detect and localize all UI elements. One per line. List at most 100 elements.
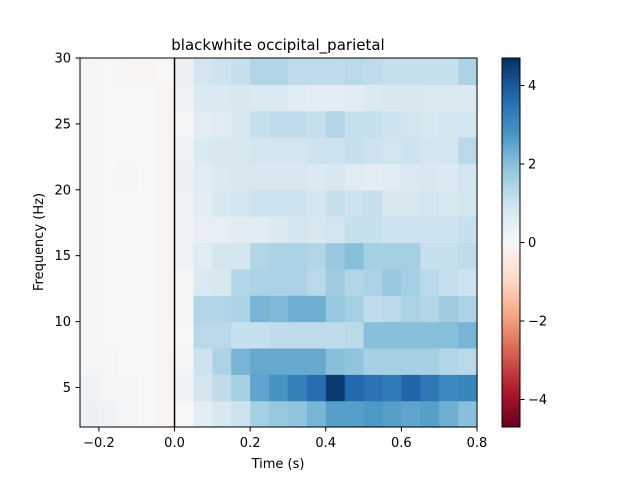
heatmap-cell	[80, 189, 100, 217]
heatmap-cell	[174, 268, 195, 296]
heatmap-cell	[269, 268, 289, 296]
heatmap-cell	[231, 347, 251, 375]
heatmap-cell	[325, 374, 346, 402]
heatmap-cell	[117, 110, 138, 138]
heatmap-cell	[193, 400, 213, 428]
heatmap-cell	[80, 84, 100, 112]
heatmap-cell	[363, 58, 384, 85]
heatmap-cell	[193, 110, 213, 138]
heatmap-cell	[269, 189, 289, 217]
heatmap-cell	[155, 58, 176, 85]
heatmap-cell	[363, 163, 384, 191]
heatmap-cell	[117, 242, 138, 270]
heatmap-cell	[231, 189, 251, 217]
heatmap-cell	[80, 347, 100, 375]
heatmap-cell	[174, 137, 195, 165]
heatmap-cell	[325, 163, 346, 191]
heatmap-cell	[98, 321, 119, 349]
heatmap-cell	[382, 110, 402, 138]
heatmap-cell	[439, 216, 459, 244]
heatmap-cell	[344, 242, 365, 270]
heatmap-cell	[439, 268, 459, 296]
heatmap-cell	[325, 321, 346, 349]
heatmap-cell	[250, 84, 270, 112]
heatmap-cell	[98, 268, 119, 296]
heatmap-cell	[269, 110, 289, 138]
colorbar-body	[501, 57, 521, 428]
heatmap-cell	[344, 58, 365, 85]
heatmap-cell	[80, 58, 100, 85]
heatmap-cell	[439, 58, 459, 85]
heatmap-cell	[269, 347, 289, 375]
heatmap-cell	[193, 58, 213, 85]
x-tick-label: 0.4	[315, 436, 336, 451]
heatmap-cell	[325, 58, 346, 85]
heatmap-cell	[231, 295, 251, 323]
heatmap-cell	[363, 268, 384, 296]
heatmap-cell	[269, 400, 289, 428]
heatmap-cells	[80, 58, 478, 428]
heatmap-cell	[420, 400, 440, 428]
heatmap-cell	[363, 110, 384, 138]
heatmap-cell	[287, 321, 308, 349]
heatmap-cell	[401, 321, 421, 349]
heatmap-cell	[401, 295, 421, 323]
heatmap-cell	[382, 216, 402, 244]
heatmap-cell	[269, 242, 289, 270]
heatmap-cell	[155, 347, 176, 375]
x-tick-label: 0.0	[164, 436, 185, 451]
heatmap-cell	[231, 137, 251, 165]
heatmap-cell	[231, 321, 251, 349]
heatmap-cell	[212, 268, 232, 296]
heatmap-cell	[269, 321, 289, 349]
heatmap-cell	[155, 374, 176, 402]
heatmap-cell	[306, 347, 327, 375]
heatmap-cell	[80, 268, 100, 296]
heatmap-cell	[458, 189, 478, 217]
heatmap-cell	[325, 295, 346, 323]
heatmap-cell	[174, 163, 195, 191]
heatmap-cell	[174, 110, 195, 138]
x-tick-label: 0.6	[391, 436, 412, 451]
y-tick-label: 30	[54, 52, 71, 67]
heatmap-cell	[155, 268, 176, 296]
heatmap-cell	[420, 163, 440, 191]
heatmap-cell	[439, 400, 459, 428]
heatmap-cell	[382, 347, 402, 375]
heatmap-cell	[174, 58, 195, 85]
heatmap-cell	[212, 58, 232, 85]
heatmap-cell	[269, 216, 289, 244]
heatmap-cell	[136, 58, 157, 85]
heatmap-cell	[287, 216, 308, 244]
heatmap-cell	[136, 295, 157, 323]
heatmap-cell	[306, 295, 327, 323]
x-axis: −0.2 0.0 0.2 0.4 0.6 0.8	[83, 427, 487, 451]
heatmap-cell	[363, 321, 384, 349]
heatmap-cell	[439, 110, 459, 138]
heatmap-cell	[250, 58, 270, 85]
heatmap-cell	[193, 374, 213, 402]
heatmap-cell	[193, 295, 213, 323]
heatmap-cell	[382, 268, 402, 296]
colorbar: −4 −2 0 2 4	[501, 57, 547, 428]
heatmap-cell	[231, 400, 251, 428]
heatmap-cell	[117, 189, 138, 217]
heatmap-cell	[117, 58, 138, 85]
heatmap-cell	[250, 268, 270, 296]
heatmap-cell	[401, 400, 421, 428]
heatmap-cell	[306, 400, 327, 428]
heatmap-cell	[287, 242, 308, 270]
heatmap-cell	[155, 137, 176, 165]
heatmap-cell	[363, 137, 384, 165]
heatmap-cell	[420, 321, 440, 349]
heatmap-cell	[306, 321, 327, 349]
heatmap-cell	[306, 216, 327, 244]
heatmap-cell	[98, 400, 119, 428]
heatmap-cell	[212, 347, 232, 375]
heatmap-cell	[382, 374, 402, 402]
heatmap-cell	[382, 189, 402, 217]
heatmap-cell	[193, 84, 213, 112]
heatmap-cell	[325, 189, 346, 217]
colorbar-tick-label: 2	[528, 157, 536, 172]
heatmap-cell	[344, 163, 365, 191]
